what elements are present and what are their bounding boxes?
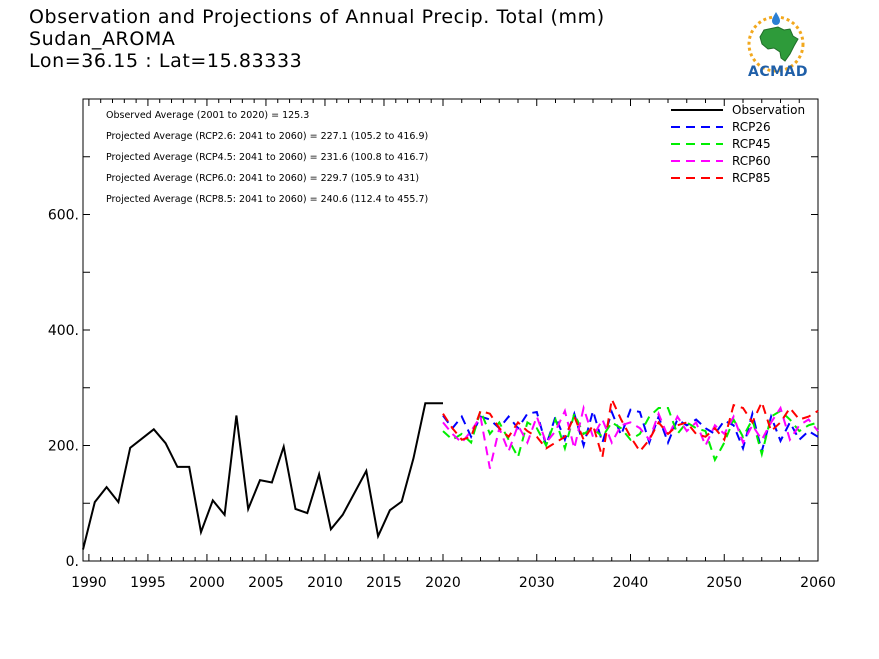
x-tick-label: 2005	[248, 575, 284, 591]
average-annotation: Projected Average (RCP6.0: 2041 to 2060)…	[106, 173, 419, 184]
legend-label: RCP60	[732, 154, 771, 168]
average-annotation: Projected Average (RCP2.6: 2041 to 2060)…	[106, 131, 428, 142]
series-line-rcp45	[442, 407, 819, 463]
legend-label: RCP45	[732, 137, 771, 151]
axis-ticks	[83, 99, 819, 561]
x-tick-label: 1995	[130, 575, 166, 591]
chart-title: Observation and Projections of Annual Pr…	[29, 6, 605, 28]
chart-title-block: Observation and Projections of Annual Pr…	[29, 6, 605, 72]
legend-label: RCP85	[732, 171, 771, 185]
x-tick-label: 2040	[613, 575, 649, 591]
y-tick-label: 400.	[48, 323, 79, 339]
legend: Observation RCP26 RCP45 RCP60 RCP85	[671, 103, 805, 185]
average-annotation: Projected Average (RCP4.5: 2041 to 2060)…	[106, 152, 428, 163]
legend-label: Observation	[732, 103, 805, 117]
x-tick-label: 2015	[366, 575, 402, 591]
axis-tick-labels: 0. 200. 400. 600. 1990 1995 2000 2005 2010 2015 20…	[48, 208, 836, 592]
x-tick-label: 1990	[71, 575, 107, 591]
y-tick-label: 600.	[48, 208, 79, 224]
x-tick-label: 2030	[519, 575, 555, 591]
acmad-logo-text: ACMAD	[748, 64, 808, 80]
location-name: Sudan_AROMA	[29, 28, 176, 50]
acmad-logo-icon	[747, 12, 805, 73]
x-tick-label: 2000	[189, 575, 225, 591]
series-line-rcp60	[442, 404, 819, 469]
average-annotation: Observed Average (2001 to 2020) = 125.3	[106, 110, 309, 121]
legend-label: RCP26	[732, 120, 771, 134]
africa-map-shape	[759, 26, 799, 62]
water-drop-icon	[772, 12, 780, 25]
series-line-observation	[82, 402, 443, 550]
location-coordinates: Lon=36.15 : Lat=15.83333	[29, 50, 303, 72]
x-tick-label: 2060	[800, 575, 836, 591]
x-tick-label: 2010	[307, 575, 343, 591]
y-tick-label: 200.	[48, 439, 79, 455]
average-annotation: Projected Average (RCP8.5: 2041 to 2060)…	[106, 194, 428, 205]
annotations: Observed Average (2001 to 2020) = 125.3 P…	[106, 110, 428, 205]
y-tick-label: 0.	[66, 554, 79, 570]
x-tick-label: 2020	[425, 575, 461, 591]
series-line-rcp26	[442, 407, 819, 456]
series-lines	[82, 395, 819, 550]
x-tick-label: 2050	[706, 575, 742, 591]
